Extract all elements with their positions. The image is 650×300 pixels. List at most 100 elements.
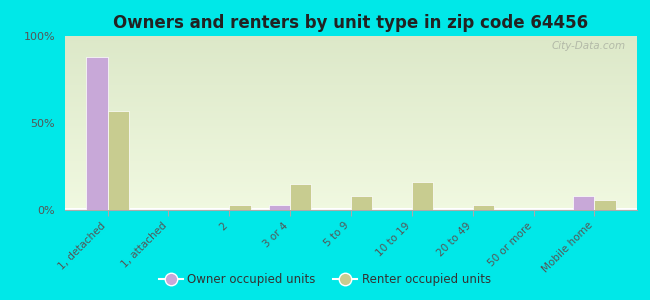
Bar (65, 156, 637, 158)
Bar (65, 67, 637, 69)
Bar (65, 153, 637, 154)
Bar (65, 182, 637, 184)
Bar (65, 97, 637, 99)
Bar (65, 107, 637, 109)
Bar (65, 128, 637, 130)
Bar (65, 106, 637, 107)
Bar (65, 69, 637, 71)
Bar (65, 76, 637, 78)
Bar (65, 43, 637, 45)
Title: Owners and renters by unit type in zip code 64456: Owners and renters by unit type in zip c… (114, 14, 588, 32)
Bar (65, 201, 637, 203)
Bar (65, 139, 637, 140)
Bar (65, 205, 637, 206)
Bar (65, 100, 637, 102)
Bar (65, 172, 637, 173)
Bar (65, 123, 637, 125)
Bar (65, 203, 637, 205)
Bar (65, 52, 637, 53)
Bar (65, 60, 637, 62)
Bar (65, 167, 637, 168)
Bar (65, 184, 637, 186)
Bar (65, 147, 637, 149)
Bar (65, 40, 637, 41)
Bar (65, 62, 637, 64)
Bar (65, 109, 637, 111)
Bar (65, 118, 637, 119)
Bar (65, 78, 637, 80)
Bar (65, 154, 637, 156)
Bar (65, 127, 637, 128)
Bar (65, 50, 637, 52)
Bar (65, 146, 637, 147)
Bar (65, 64, 637, 66)
Bar (65, 114, 637, 116)
Bar (65, 121, 637, 123)
Bar (65, 161, 637, 163)
Bar (65, 80, 637, 81)
Bar (65, 125, 637, 127)
Bar (65, 186, 637, 188)
Bar (65, 41, 637, 43)
Bar (65, 112, 637, 114)
Bar (412, 182, 433, 210)
Bar (65, 85, 637, 86)
Bar (65, 111, 637, 112)
Bar (65, 151, 637, 153)
Bar (65, 88, 637, 90)
Bar (65, 188, 637, 189)
Bar (65, 142, 637, 144)
Bar (86, 57, 108, 210)
Bar (351, 196, 372, 210)
Bar (65, 119, 637, 121)
Bar (65, 38, 637, 40)
Bar (65, 135, 637, 137)
Bar (65, 198, 637, 200)
Bar (65, 36, 637, 38)
Bar (108, 111, 129, 210)
Bar (65, 144, 637, 146)
Bar (65, 177, 637, 179)
Bar (65, 170, 637, 172)
Bar (65, 175, 637, 177)
Bar (65, 95, 637, 97)
Bar (65, 55, 637, 57)
Bar (65, 90, 637, 92)
Bar (65, 206, 637, 208)
Bar (65, 168, 637, 170)
Bar (65, 53, 637, 55)
Bar (594, 200, 616, 210)
Bar (473, 205, 494, 210)
Bar (65, 99, 637, 100)
Bar (65, 86, 637, 88)
Bar (65, 140, 637, 142)
Bar (65, 66, 637, 67)
Bar (65, 179, 637, 180)
Bar (65, 189, 637, 191)
Bar (65, 73, 637, 74)
Bar (65, 191, 637, 193)
Bar (65, 196, 637, 198)
Bar (269, 205, 290, 210)
Bar (65, 149, 637, 151)
Bar (65, 74, 637, 76)
Bar (65, 160, 637, 161)
Bar (65, 46, 637, 48)
Bar (65, 58, 637, 60)
Bar (65, 83, 637, 85)
Bar (65, 130, 637, 132)
Legend: Owner occupied units, Renter occupied units: Owner occupied units, Renter occupied un… (154, 269, 496, 291)
Bar (65, 134, 637, 135)
Bar (65, 48, 637, 50)
Bar (65, 71, 637, 73)
Bar (65, 194, 637, 196)
Text: City-Data.com: City-Data.com (551, 41, 625, 51)
Bar (65, 200, 637, 201)
Bar (65, 92, 637, 93)
Bar (65, 173, 637, 175)
Bar (65, 165, 637, 167)
Bar (65, 45, 637, 46)
Bar (65, 81, 637, 83)
Bar (65, 116, 637, 118)
Bar (290, 184, 311, 210)
